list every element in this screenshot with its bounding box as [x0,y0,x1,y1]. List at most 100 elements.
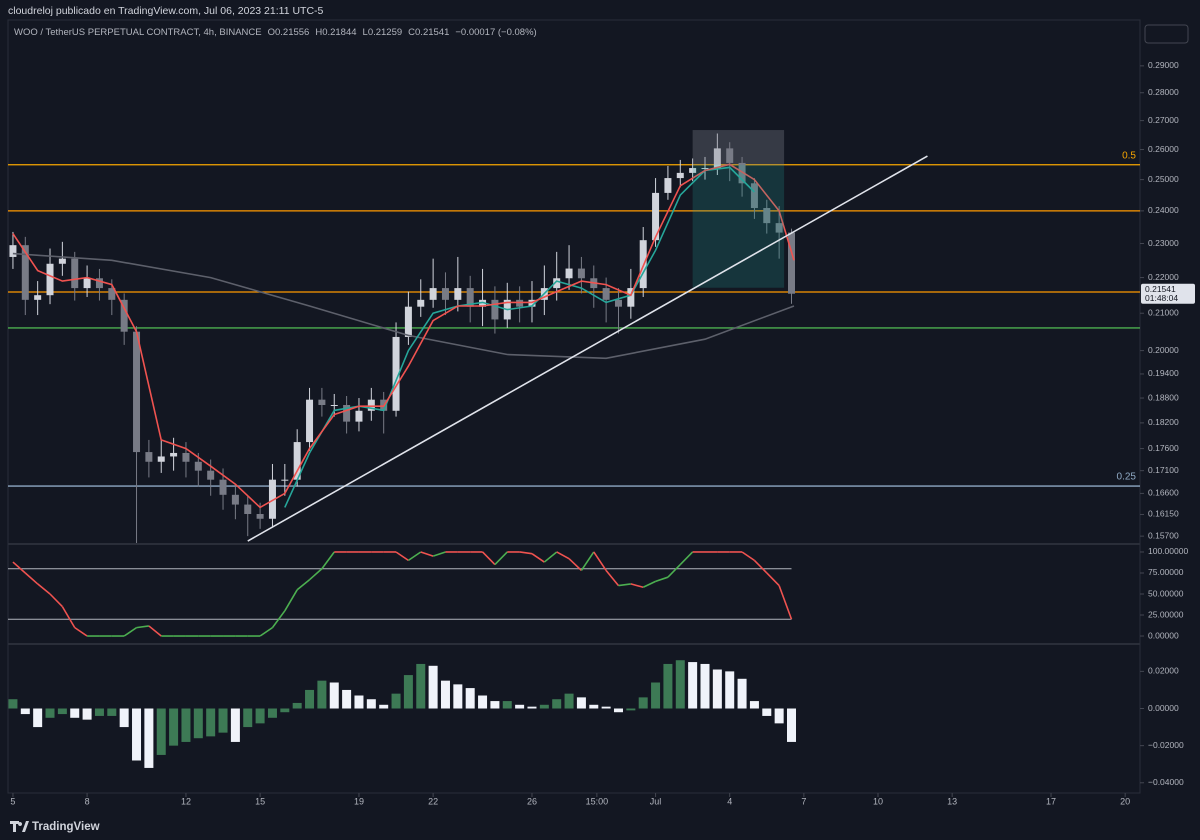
x-tick-label: 19 [354,796,364,806]
symbol-line: WOO / TetherUS PERPETUAL CONTRACT, 4h, B… [14,27,537,38]
histogram-bar [539,704,549,709]
oscillator-segment [12,561,26,574]
histogram-bar [20,708,30,715]
ohlc-close: C0.21541 [408,27,450,38]
histogram-bar [45,708,55,718]
y-tick-label: 0.20000 [1148,345,1179,355]
histogram-bar [193,708,203,739]
candle-body [306,399,314,443]
candle-body [256,514,264,519]
histogram-bar [576,697,586,709]
histogram-bar [181,708,191,742]
candle-body [701,168,709,170]
ohlc-high: H0.21844 [315,27,357,38]
candle-body [392,336,400,411]
y-tick-label: 0.00000 [1148,630,1179,640]
x-tick-label: 5 [10,796,15,806]
oscillator-segment [519,551,533,555]
y-tick-label: 0.16150 [1148,509,1179,519]
candle-body [355,410,363,422]
histogram-bar [57,708,67,715]
histogram-bar [762,708,772,716]
histogram-bar [218,708,228,733]
candle-body [21,245,29,300]
histogram-bar [70,708,80,718]
candle-body [404,306,412,337]
candle-body [652,192,660,241]
candle-body [689,168,697,173]
oscillator-segment [778,585,793,620]
histogram-bar [638,697,648,709]
oscillator-segment [568,558,582,572]
histogram-bar [675,660,685,709]
y-tick-label: 0.27000 [1148,115,1179,125]
histogram-bar [342,689,352,709]
histogram-bar [787,708,797,742]
level-label: 0.25 [1117,472,1137,483]
moving-average [12,252,795,360]
x-tick-label: 12 [181,796,191,806]
histogram-bar [391,693,401,709]
candle-body [170,452,178,457]
oscillator-segment [49,593,63,608]
histogram-bar [589,704,599,709]
histogram-bar [403,675,413,709]
histogram-bar [626,708,636,711]
x-tick-label: 22 [428,796,438,806]
histogram-bar [527,706,537,709]
brand-logo [10,821,29,832]
histogram-bar [243,708,253,728]
candle-body [95,278,103,289]
oscillator-segment [284,589,298,612]
histogram-bar [169,708,179,746]
oscillator-segment [296,579,311,591]
histogram-bar [502,701,512,709]
histogram-bar [737,678,747,709]
histogram-bar [107,708,117,716]
candle-body [750,183,758,209]
settings-box[interactable] [1144,24,1189,44]
candle-body [713,148,721,169]
candle-body [788,232,796,294]
histogram-bar [379,704,389,709]
histogram-bar [490,701,500,709]
histogram-bar [478,695,488,709]
x-tick-label: 4 [727,796,732,806]
last-price-label: 0.21541 [1145,284,1176,294]
oscillator-segment [556,551,570,560]
candle-body [479,299,487,307]
level-label: 0.5 [1122,150,1136,161]
histogram-bar [700,663,710,709]
candle-body [318,399,326,405]
y-tick-label: −0.04000 [1148,777,1184,787]
oscillator-segment [136,625,149,629]
x-tick-label: Jul [650,796,662,806]
oscillator-segment [618,583,631,587]
oscillator-segment [766,572,780,587]
histogram-bar [317,680,327,709]
x-tick-label: 10 [873,796,883,806]
histogram-bar [564,693,574,709]
candle-body [417,299,425,307]
oscillator-segment [148,625,162,637]
histogram-bar [305,689,315,709]
candle-body [71,258,79,289]
candle-body [726,148,734,163]
oscillator-segment [259,626,273,637]
candle-body [268,479,276,519]
oscillator-segment [494,551,508,566]
oscillator-segment [74,626,88,637]
candle-body [133,331,141,453]
y-tick-label: 0.26000 [1148,144,1179,154]
x-tick-label: 17 [1046,796,1056,806]
histogram-bar [94,708,104,716]
oscillator-segment [679,551,694,566]
oscillator-segment [37,583,51,595]
oscillator-segment [580,551,595,571]
oscillator-segment [395,551,409,562]
moving-average [12,163,795,509]
histogram-bar [651,682,661,709]
oscillator-segment [432,551,446,557]
candle-body [330,404,338,406]
